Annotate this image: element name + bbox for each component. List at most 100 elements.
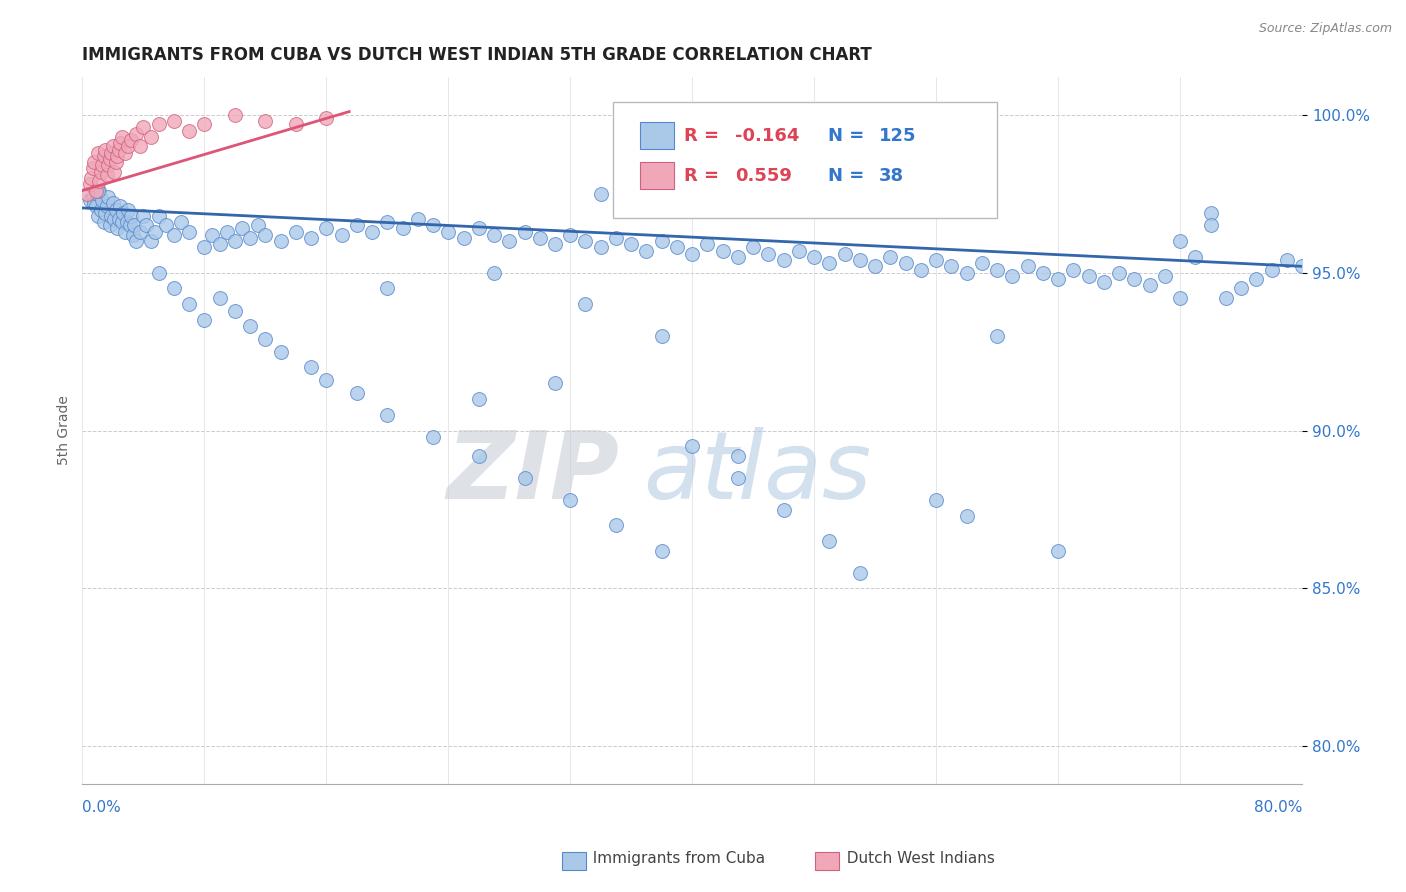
- Point: [1199, 205, 1222, 219]
- Point: [224, 303, 246, 318]
- Point: [132, 120, 155, 135]
- Point: [513, 471, 536, 485]
- Point: [1168, 234, 1191, 248]
- Point: [1108, 266, 1130, 280]
- Point: [84, 184, 107, 198]
- Point: [544, 237, 567, 252]
- Point: [124, 234, 146, 248]
- Point: [727, 250, 749, 264]
- Point: [1291, 260, 1313, 274]
- Point: [375, 281, 398, 295]
- Point: [910, 262, 932, 277]
- Point: [208, 237, 231, 252]
- Point: [90, 164, 112, 178]
- Point: [163, 281, 186, 295]
- Point: [254, 332, 277, 346]
- Point: [91, 158, 114, 172]
- Point: [129, 225, 152, 239]
- Point: [651, 202, 673, 217]
- Point: [742, 240, 765, 254]
- Point: [254, 114, 277, 128]
- Point: [1001, 268, 1024, 283]
- Point: [589, 240, 612, 254]
- FancyBboxPatch shape: [640, 162, 673, 189]
- Text: atlas: atlas: [644, 427, 872, 518]
- Text: 80.0%: 80.0%: [1254, 800, 1302, 815]
- Point: [155, 219, 177, 233]
- Point: [117, 202, 139, 217]
- Point: [148, 209, 170, 223]
- Point: [129, 139, 152, 153]
- Point: [651, 234, 673, 248]
- FancyBboxPatch shape: [640, 122, 673, 149]
- Point: [925, 253, 948, 268]
- Text: IMMIGRANTS FROM CUBA VS DUTCH WEST INDIAN 5TH GRADE CORRELATION CHART: IMMIGRANTS FROM CUBA VS DUTCH WEST INDIA…: [83, 46, 872, 64]
- Point: [1260, 262, 1282, 277]
- Point: [97, 190, 120, 204]
- Point: [299, 231, 322, 245]
- Point: [104, 155, 127, 169]
- Point: [94, 205, 117, 219]
- Point: [98, 152, 121, 166]
- Point: [772, 502, 794, 516]
- Text: R =: R =: [683, 127, 725, 145]
- Point: [170, 215, 193, 229]
- Point: [105, 221, 128, 235]
- Point: [315, 111, 337, 125]
- Point: [818, 256, 841, 270]
- Point: [91, 193, 114, 207]
- Text: 0.0%: 0.0%: [83, 800, 121, 815]
- Point: [970, 256, 993, 270]
- Point: [284, 225, 307, 239]
- Point: [651, 328, 673, 343]
- Point: [239, 319, 262, 334]
- Point: [651, 543, 673, 558]
- Point: [112, 205, 135, 219]
- Point: [118, 219, 141, 233]
- Point: [849, 253, 872, 268]
- Point: [711, 244, 734, 258]
- Point: [101, 196, 124, 211]
- Text: N =: N =: [828, 127, 870, 145]
- Point: [254, 227, 277, 242]
- Point: [1154, 268, 1177, 283]
- Point: [104, 202, 127, 217]
- Text: 38: 38: [879, 167, 904, 185]
- Point: [696, 237, 718, 252]
- Point: [925, 493, 948, 508]
- Point: [605, 518, 627, 533]
- Text: 125: 125: [879, 127, 917, 145]
- Point: [87, 174, 110, 188]
- Point: [437, 225, 460, 239]
- Point: [574, 234, 596, 248]
- Point: [163, 114, 186, 128]
- Point: [956, 266, 979, 280]
- Point: [100, 145, 122, 160]
- Point: [803, 250, 825, 264]
- Point: [103, 164, 125, 178]
- Point: [83, 196, 105, 211]
- Point: [620, 237, 643, 252]
- Point: [879, 250, 901, 264]
- Point: [86, 184, 108, 198]
- Point: [163, 227, 186, 242]
- Point: [894, 256, 917, 270]
- Point: [208, 291, 231, 305]
- Point: [114, 225, 136, 239]
- Point: [422, 219, 444, 233]
- Point: [1047, 543, 1070, 558]
- Point: [239, 231, 262, 245]
- Point: [1139, 278, 1161, 293]
- Point: [110, 136, 132, 151]
- Point: [177, 123, 200, 137]
- Text: Dutch West Indians: Dutch West Indians: [837, 851, 994, 865]
- Point: [284, 117, 307, 131]
- Point: [82, 190, 104, 204]
- Point: [863, 260, 886, 274]
- Point: [375, 215, 398, 229]
- Point: [574, 297, 596, 311]
- Point: [315, 221, 337, 235]
- Point: [453, 231, 475, 245]
- Point: [758, 246, 780, 260]
- Point: [100, 209, 122, 223]
